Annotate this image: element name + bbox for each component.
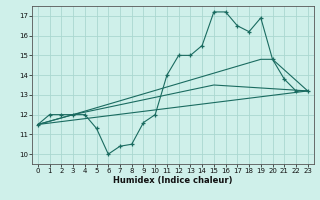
X-axis label: Humidex (Indice chaleur): Humidex (Indice chaleur)	[113, 176, 233, 185]
